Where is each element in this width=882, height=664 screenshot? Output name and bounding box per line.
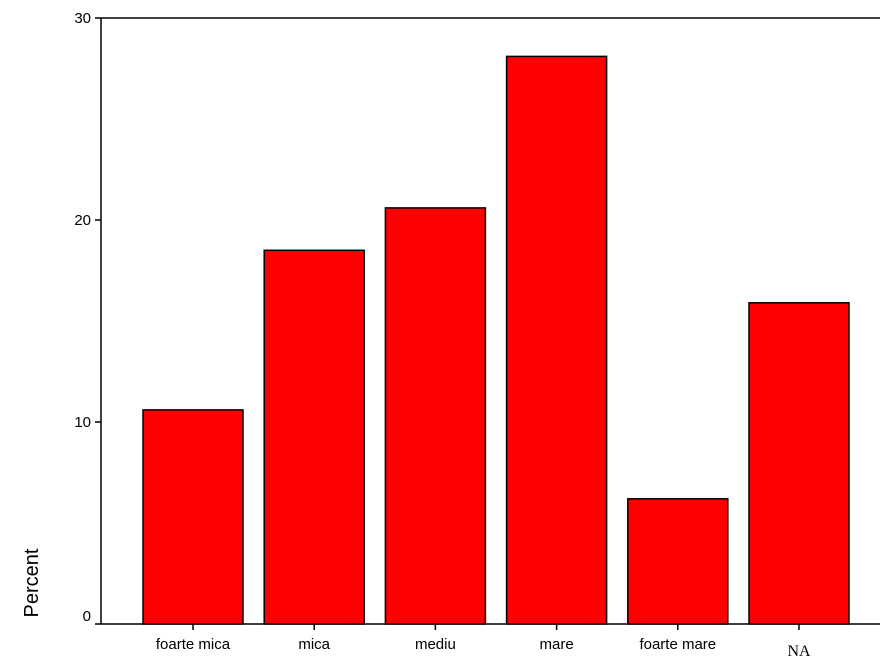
x-category-label: mediu: [415, 636, 456, 653]
bars-group: [142, 55, 850, 625]
y-ticks-group: 0 10 20 30: [74, 10, 101, 625]
bar-foarte-mare: [627, 498, 729, 625]
y-tick-label: 10: [74, 414, 91, 431]
x-category-label: mare: [540, 636, 574, 653]
y-tick-label: 30: [74, 10, 91, 27]
bar-mica: [263, 249, 365, 625]
bar-foarte-mica: [142, 409, 244, 625]
x-category-label: foarte mica: [156, 636, 231, 653]
bar-mare: [505, 55, 608, 625]
x-category-label: NA: [787, 643, 811, 660]
bar-mediu: [384, 207, 487, 625]
y-tick-label: 20: [74, 212, 91, 229]
bar-na: [748, 302, 850, 625]
x-labels-group: foarte mica mica mediu mare foarte mare NA: [156, 624, 811, 660]
x-category-label: foarte mare: [639, 636, 716, 653]
x-category-label: mica: [298, 636, 330, 653]
y-axis-label: Percent: [21, 548, 43, 617]
y-tick-label: 0: [83, 608, 91, 625]
